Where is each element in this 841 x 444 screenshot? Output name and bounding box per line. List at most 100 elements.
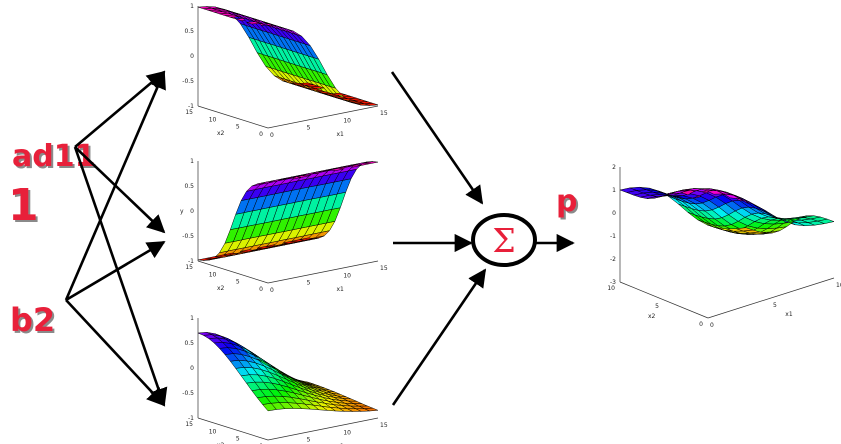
axis-line xyxy=(197,260,269,284)
surface-patch xyxy=(284,30,301,43)
z-tick-label: 0 xyxy=(190,365,194,372)
surface-patch xyxy=(257,246,272,249)
surface-patch xyxy=(240,249,255,253)
surface-patch xyxy=(301,394,318,403)
surface-patch xyxy=(619,187,638,193)
surface-patch xyxy=(317,91,332,94)
surface-patch xyxy=(279,242,294,246)
z-tick-label: 1 xyxy=(612,187,616,194)
sum-arrows xyxy=(390,71,575,406)
x1-tick-label: 0 xyxy=(270,132,274,139)
x1-tick-label: 5 xyxy=(773,302,777,309)
surface-patch xyxy=(341,99,356,104)
surface-patch xyxy=(307,87,322,91)
axis-line xyxy=(197,417,269,441)
z-tick-label: -1 xyxy=(188,415,194,422)
surface-patch xyxy=(273,366,288,376)
sum-node: Σ xyxy=(471,213,537,267)
surface-plot-2: 1 0.5 0 -0.5 -1 0 5 10 15 15 10 5 0 x1 x2 y xyxy=(180,158,388,294)
surface-patch xyxy=(726,191,743,199)
surface-patch xyxy=(299,82,314,86)
sigma-icon: Σ xyxy=(492,221,515,260)
surface-patch xyxy=(353,99,368,103)
surface-patch xyxy=(302,53,318,72)
surface-patch xyxy=(803,215,821,220)
surface-patch xyxy=(758,212,775,218)
x1-tick-label: 10 xyxy=(343,117,351,124)
x2-axis-label: x2 xyxy=(217,442,225,444)
axis-line xyxy=(619,281,709,319)
surface-patch xyxy=(268,23,283,28)
surface-patch xyxy=(292,214,307,231)
z-tick-label: -1 xyxy=(610,233,616,240)
z-tick-label: -0.5 xyxy=(182,390,194,397)
surface-patch xyxy=(306,231,322,240)
surface-patch xyxy=(299,380,314,385)
x2-tick-label: 5 xyxy=(655,303,659,310)
arrow-plot3-to-sum xyxy=(391,268,487,406)
x2-tick-label: 5 xyxy=(236,124,240,131)
surface-patch xyxy=(353,403,368,407)
surface-patch xyxy=(315,70,331,88)
x1-axis-label: x1 xyxy=(785,311,793,318)
surface-patch xyxy=(762,210,779,219)
plot-axes xyxy=(619,167,835,319)
surface-patch xyxy=(314,394,329,402)
x2-tick-label: 15 xyxy=(185,264,193,271)
surface-patch xyxy=(341,405,356,409)
surface-patch xyxy=(776,221,794,229)
axis-line xyxy=(267,417,379,441)
x1-tick-label: 15 xyxy=(380,265,388,272)
surface-patch xyxy=(302,171,317,177)
surface-mesh xyxy=(197,6,379,106)
x2-axis-label: x2 xyxy=(648,313,656,320)
x1-tick-label: 0 xyxy=(270,287,274,294)
surface-patch xyxy=(736,227,753,232)
axis-line xyxy=(267,260,379,284)
surface-patch xyxy=(268,178,283,183)
arrow-ad11-to-plot1 xyxy=(74,70,166,148)
surface-patch xyxy=(709,188,727,193)
surface-patch xyxy=(271,178,287,187)
output-label-shadow: p xyxy=(558,186,579,221)
z-tick-label: 0.5 xyxy=(184,340,194,347)
surface-patch xyxy=(279,77,294,85)
x2-tick-label: 0 xyxy=(699,321,703,328)
x2-tick-label: 10 xyxy=(607,285,615,292)
x2-tick-label: 5 xyxy=(236,436,240,443)
x1-tick-label: 15 xyxy=(380,110,388,117)
arrow-plot1-to-sum xyxy=(390,71,484,205)
surface-patch xyxy=(787,217,805,219)
surface-patch xyxy=(271,382,287,392)
surface-patch xyxy=(279,371,294,379)
surface-patch xyxy=(292,378,307,387)
x2-tick-label: 10 xyxy=(209,116,217,123)
surface-patch xyxy=(306,386,321,393)
input-label-b2-group: b2 b2 xyxy=(10,301,57,341)
x2-tick-label: 0 xyxy=(259,286,263,293)
plot-axes xyxy=(197,318,379,441)
arrow-b2-to-plot2 xyxy=(65,240,166,302)
x2-tick-label: 15 xyxy=(185,421,193,428)
surface-patch xyxy=(747,221,765,229)
x1-tick-label: 0 xyxy=(710,322,714,329)
surface-patch xyxy=(257,374,273,384)
surface-mesh xyxy=(197,161,379,261)
surface-patch xyxy=(338,165,355,174)
z-tick-label: 0.5 xyxy=(184,183,194,190)
surface-patch xyxy=(285,390,301,400)
axis-line xyxy=(267,105,379,129)
input-label-b2-shadow: b2 xyxy=(12,303,57,341)
x2-tick-label: 5 xyxy=(236,279,240,286)
surface-patch xyxy=(239,23,255,40)
x2-tick-label: 15 xyxy=(185,109,193,116)
arrow-b2-to-plot3 xyxy=(65,299,166,407)
surface-patch xyxy=(760,227,778,233)
z-tick-label: 0 xyxy=(612,210,616,217)
surface-patch xyxy=(236,13,251,18)
x1-axis-label: x1 xyxy=(337,286,345,293)
surface-patch xyxy=(235,348,252,358)
axis-line xyxy=(707,277,835,319)
surface-patch xyxy=(687,212,705,223)
